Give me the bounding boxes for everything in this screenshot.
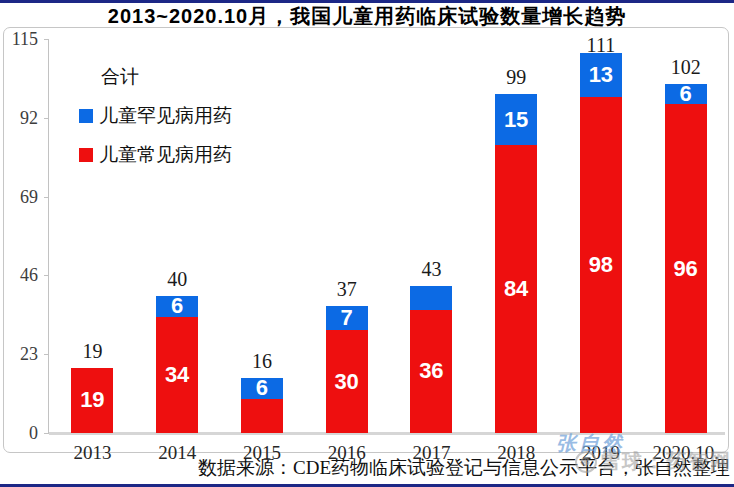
bar-segment-rare: 7: [326, 306, 368, 330]
stacked-bar: 6 96: [665, 84, 707, 433]
y-tick-mark: [44, 39, 49, 40]
stacked-bar: 36: [410, 286, 452, 433]
bar-segment-common: 34: [156, 317, 198, 433]
plot-area: 023466992115 合计 儿童罕见病用药 儿童常见病用药 19192013…: [3, 27, 729, 453]
bar-segment-rare-label: 15: [504, 109, 528, 131]
y-axis-line: [48, 39, 49, 433]
bar-total-label: 16: [252, 351, 272, 371]
bar-total-label: 99: [506, 67, 526, 87]
stacked-bar: 19: [71, 368, 113, 433]
bar-segment-rare: 6: [665, 84, 707, 105]
bar-group: 6162015: [220, 39, 305, 433]
chart-title: 2013~2020.10月，我国儿童用药临床试验数量增长趋势: [0, 3, 734, 30]
bar-group: 19192013: [50, 39, 135, 433]
bar-segment-common: 30: [326, 330, 368, 433]
bar-segment-rare-label: 13: [589, 64, 613, 86]
bar-segment-rare: 6: [241, 378, 283, 399]
bar-segment-common: 84: [495, 145, 537, 433]
stacked-bar: 1584: [495, 94, 537, 433]
y-tick-mark: [44, 197, 49, 198]
y-axis: 023466992115: [4, 39, 49, 433]
bar-total-label: 43: [421, 259, 441, 279]
bar-group: 13981112019: [559, 39, 644, 433]
y-tick-mark: [44, 275, 49, 276]
y-tick-label: 0: [4, 424, 38, 442]
bar-segment-common: 19: [71, 368, 113, 433]
bar-segment-rare: 15: [495, 94, 537, 145]
bar-segment-rare-label: 7: [341, 307, 353, 329]
bar-segment-rare-label: 6: [256, 377, 268, 399]
bar-segment-rare: 6: [156, 296, 198, 317]
stacked-bar: 7 30: [326, 306, 368, 433]
y-tick-label: 23: [4, 345, 38, 363]
source-note: 数据来源：CDE药物临床试验登记与信息公示平台，张自然整理: [0, 455, 730, 481]
bar-segment-common: 36: [410, 310, 452, 433]
bar-group: 1584992018: [474, 39, 559, 433]
bar-segment-rare-label: 6: [680, 83, 692, 105]
bar-total-label: 19: [82, 341, 102, 361]
stacked-bar: 6 34: [156, 296, 198, 433]
y-tick-mark: [44, 118, 49, 119]
y-tick-label: 115: [4, 30, 38, 48]
bar-segment-common: [241, 399, 283, 433]
bar-group: 36432017: [389, 39, 474, 433]
bar-segment-rare: [410, 286, 452, 310]
bar-segment-rare-label: 6: [171, 295, 183, 317]
bar-total-label: 40: [167, 269, 187, 289]
bar-total-label: 111: [587, 35, 616, 55]
bar-segment-common-label: 98: [589, 254, 613, 276]
bar-segment-common-label: 36: [419, 360, 443, 382]
bar-segment-common-label: 34: [165, 364, 189, 386]
bar-total-label: 102: [671, 57, 701, 77]
y-tick-mark: [44, 354, 49, 355]
bar-segment-common-label: 96: [673, 258, 697, 280]
bar-total-label: 37: [337, 279, 357, 299]
bar-group: 730372016: [304, 39, 389, 433]
bar-segment-rare: 13: [580, 53, 622, 98]
bar-group: 634402014: [135, 39, 220, 433]
y-tick-label: 69: [4, 188, 38, 206]
bar-segment-common: 96: [665, 104, 707, 433]
bar-segment-common: 98: [580, 97, 622, 433]
bar-group: 6961022020.10.: [643, 39, 728, 433]
chart-image: 2013~2020.10月，我国儿童用药临床试验数量增长趋势 0 23 46 69 92…: [0, 0, 734, 487]
bars-container: 1919201363440201461620157303720163643201…: [50, 39, 728, 433]
y-tick-label: 46: [4, 266, 38, 284]
stacked-bar: 13 98: [580, 53, 622, 433]
y-tick-label: 92: [4, 109, 38, 127]
bar-segment-common-label: 19: [80, 389, 104, 411]
bar-segment-common-label: 30: [334, 371, 358, 393]
bar-segment-common-label: 84: [504, 278, 528, 300]
stacked-bar: 6: [241, 378, 283, 433]
